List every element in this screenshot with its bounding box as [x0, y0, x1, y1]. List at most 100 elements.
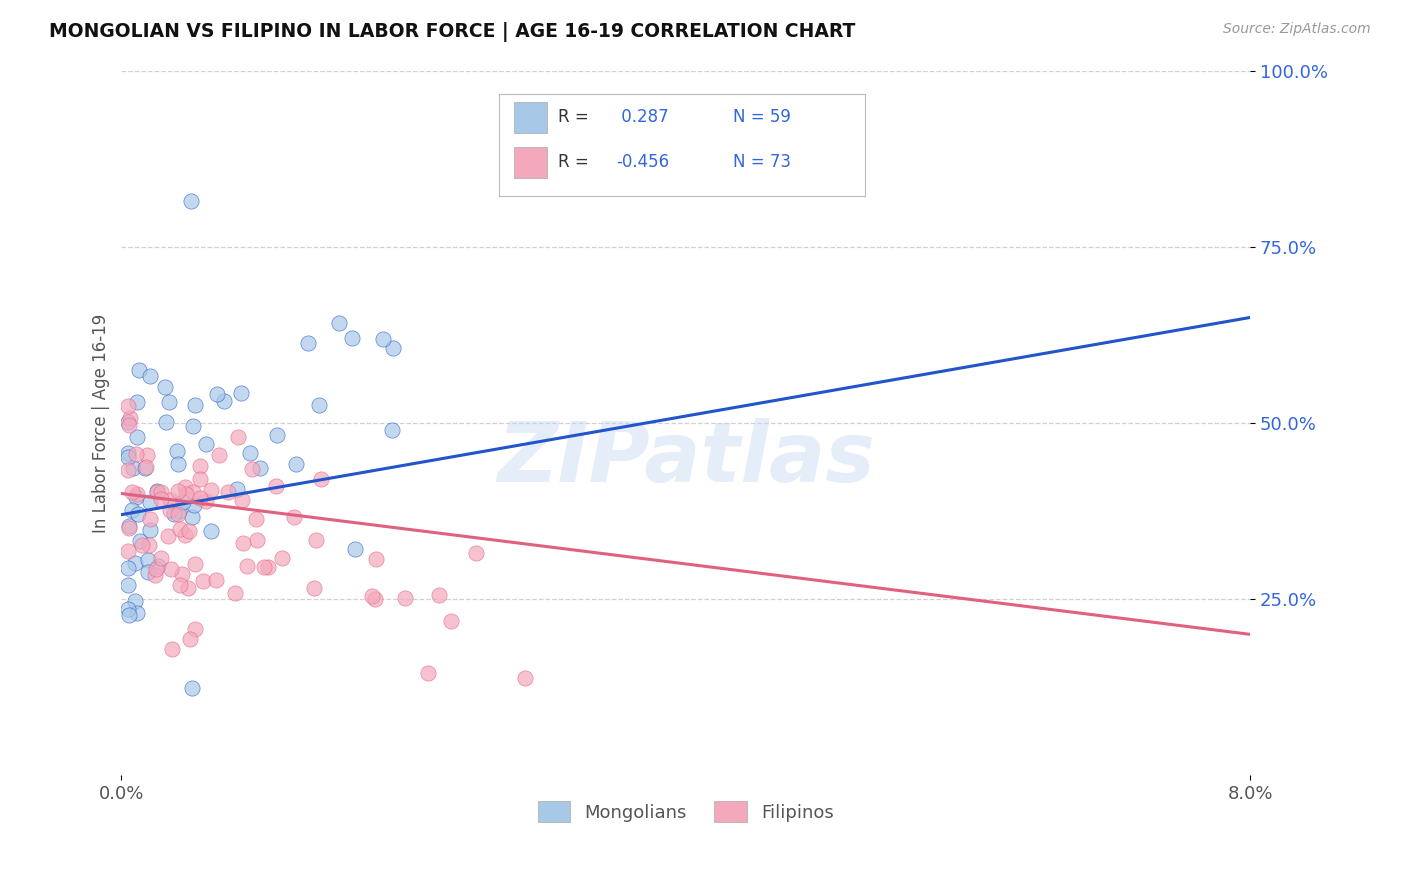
- Point: [172, 494, 194, 508]
- Text: N = 59: N = 59: [733, 108, 792, 127]
- Point: [177, 524, 200, 538]
- Point: [179, 632, 201, 647]
- Legend: Mongolians, Filipinos: Mongolians, Filipinos: [530, 794, 841, 830]
- Point: [184, 622, 207, 636]
- Text: ZIPatlas: ZIPatlas: [496, 417, 875, 499]
- Point: [124, 556, 146, 570]
- Point: [167, 484, 190, 499]
- Bar: [513, 102, 547, 133]
- Point: [143, 568, 166, 582]
- Point: [427, 588, 450, 602]
- Point: [328, 316, 350, 330]
- Point: [163, 507, 186, 521]
- Point: [193, 574, 215, 588]
- Point: [138, 538, 160, 552]
- Point: [465, 546, 488, 560]
- Point: [118, 607, 141, 622]
- Text: R =: R =: [558, 108, 588, 127]
- Point: [129, 533, 152, 548]
- Point: [125, 607, 148, 621]
- Point: [159, 492, 181, 507]
- Point: [249, 461, 271, 475]
- Point: [174, 480, 197, 494]
- Point: [134, 461, 156, 475]
- Point: [166, 443, 188, 458]
- Point: [205, 386, 228, 401]
- Point: [177, 581, 200, 595]
- Point: [184, 398, 207, 412]
- Point: [364, 551, 387, 566]
- Point: [231, 492, 253, 507]
- Point: [266, 428, 288, 442]
- Point: [308, 398, 330, 412]
- Point: [194, 493, 217, 508]
- Point: [176, 487, 198, 501]
- Point: [135, 448, 157, 462]
- Point: [155, 379, 177, 393]
- Point: [128, 362, 150, 376]
- Point: [515, 671, 537, 685]
- Point: [188, 472, 211, 486]
- Point: [229, 386, 252, 401]
- Point: [124, 594, 146, 608]
- Point: [117, 519, 139, 533]
- Point: [200, 524, 222, 539]
- Point: [117, 561, 139, 575]
- Point: [217, 484, 239, 499]
- Point: [194, 436, 217, 450]
- Point: [117, 399, 139, 413]
- Point: [136, 553, 159, 567]
- Point: [205, 573, 228, 587]
- Point: [167, 504, 190, 518]
- Point: [180, 194, 202, 208]
- Point: [157, 395, 180, 409]
- Point: [305, 533, 328, 547]
- Point: [146, 559, 169, 574]
- Text: MONGOLIAN VS FILIPINO IN LABOR FORCE | AGE 16-19 CORRELATION CHART: MONGOLIAN VS FILIPINO IN LABOR FORCE | A…: [49, 22, 856, 42]
- Point: [188, 491, 211, 505]
- Point: [167, 457, 190, 471]
- Point: [181, 419, 204, 434]
- Point: [150, 485, 173, 500]
- Point: [394, 591, 416, 606]
- Point: [240, 461, 263, 475]
- Point: [146, 485, 169, 500]
- Point: [343, 542, 366, 557]
- Point: [159, 503, 181, 517]
- Point: [117, 463, 139, 477]
- Point: [117, 544, 139, 558]
- Point: [361, 589, 384, 603]
- Point: [266, 478, 288, 492]
- Point: [224, 585, 246, 599]
- Text: Source: ZipAtlas.com: Source: ZipAtlas.com: [1223, 22, 1371, 37]
- Point: [181, 510, 204, 524]
- Point: [418, 665, 440, 680]
- Point: [159, 562, 181, 576]
- Point: [121, 503, 143, 517]
- Point: [285, 457, 308, 471]
- Point: [297, 335, 319, 350]
- Point: [121, 484, 143, 499]
- Point: [127, 507, 149, 521]
- Point: [125, 490, 148, 504]
- Point: [381, 423, 404, 437]
- Point: [228, 430, 250, 444]
- Point: [146, 483, 169, 498]
- Point: [118, 411, 141, 425]
- Point: [371, 332, 394, 346]
- Bar: [513, 147, 547, 178]
- Point: [127, 395, 149, 409]
- Point: [257, 559, 280, 574]
- Point: [236, 559, 259, 574]
- Point: [200, 483, 222, 498]
- Point: [172, 566, 194, 581]
- Point: [160, 642, 183, 657]
- Text: N = 73: N = 73: [733, 153, 792, 171]
- Point: [139, 511, 162, 525]
- Point: [270, 550, 292, 565]
- Point: [156, 529, 179, 543]
- Point: [309, 472, 332, 486]
- Point: [302, 581, 325, 595]
- Point: [122, 461, 145, 475]
- Point: [149, 491, 172, 506]
